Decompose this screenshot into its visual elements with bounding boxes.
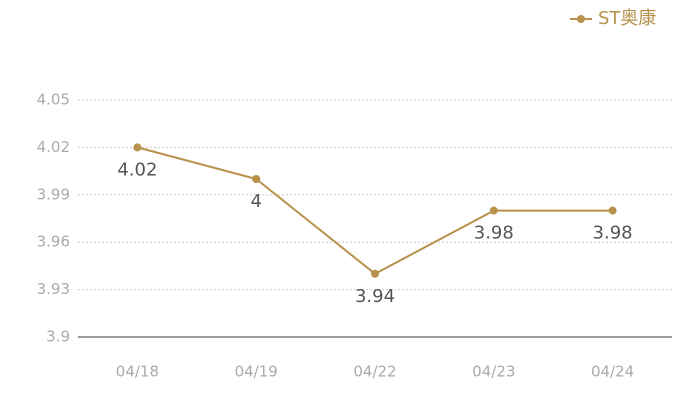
y-tick-label: 3.96 <box>37 233 70 251</box>
data-label: 3.98 <box>593 223 633 244</box>
data-label: 3.98 <box>474 223 514 244</box>
data-label: 4.02 <box>117 159 157 180</box>
y-tick-label: 3.99 <box>37 185 70 203</box>
legend-marker <box>577 15 585 23</box>
x-tick-label: 04/18 <box>116 363 159 381</box>
y-tick-label: 4.02 <box>37 138 70 156</box>
x-tick-label: 04/22 <box>353 363 396 381</box>
point <box>489 206 498 215</box>
point <box>133 143 142 152</box>
y-tick-label: 3.93 <box>37 280 70 298</box>
x-tick-label: 04/19 <box>235 363 278 381</box>
data-label: 3.94 <box>355 286 395 307</box>
point <box>608 206 617 215</box>
data-label: 4 <box>250 191 261 212</box>
series-line <box>137 146 613 275</box>
point <box>252 175 261 183</box>
point <box>371 269 379 278</box>
x-tick-label: 04/23 <box>472 363 515 381</box>
y-tick-label: 3.9 <box>46 328 70 346</box>
y-tick-label: 4.05 <box>37 91 70 109</box>
legend-label: ST奥康 <box>598 8 656 29</box>
x-tick-label: 04/24 <box>591 363 634 381</box>
